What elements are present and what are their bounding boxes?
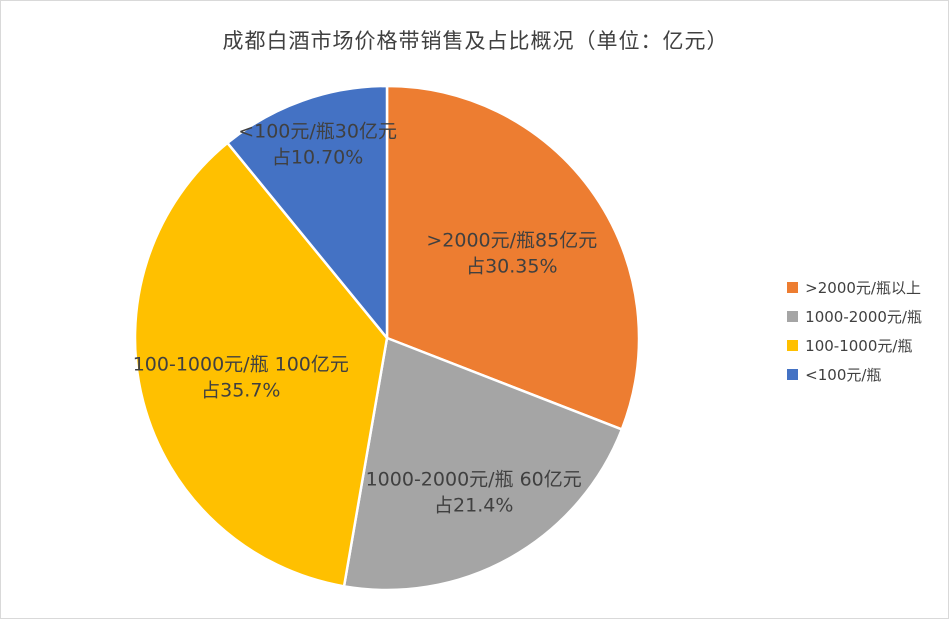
legend-swatch-orange-icon (787, 282, 799, 293)
pie-slice-2 (133, 141, 389, 588)
legend: >2000元/瓶以上 1000-2000元/瓶 100-1000元/瓶 <100… (787, 273, 922, 389)
legend-swatch-gray-icon (787, 311, 799, 322)
slice-data-label-3: <100元/瓶30亿元占10.70% (238, 120, 397, 168)
pie-slice-3 (226, 84, 389, 340)
pie-slice-0 (385, 84, 641, 431)
legend-swatch-blue-icon (787, 369, 799, 380)
legend-label: >2000元/瓶以上 (805, 279, 921, 297)
legend-label: <100元/瓶 (805, 366, 882, 384)
slice-data-label-2: 100-1000元/瓶 100亿元占35.7% (133, 353, 349, 401)
pie-slice-1 (342, 336, 624, 592)
slice-data-label-1: 1000-2000元/瓶 60亿元占21.4% (366, 469, 582, 517)
legend-item: 100-1000元/瓶 (787, 331, 922, 360)
slice-data-label-0: >2000元/瓶85亿元占30.35% (426, 230, 597, 278)
legend-label: 100-1000元/瓶 (805, 337, 913, 355)
chart-title: 成都白酒市场价格带销售及占比概况（单位：亿元） (222, 29, 729, 53)
legend-item: <100元/瓶 (787, 360, 922, 389)
legend-item: 1000-2000元/瓶 (787, 302, 922, 331)
legend-swatch-yellow-icon (787, 340, 799, 351)
legend-label: 1000-2000元/瓶 (805, 308, 922, 326)
legend-item: >2000元/瓶以上 (787, 273, 922, 302)
